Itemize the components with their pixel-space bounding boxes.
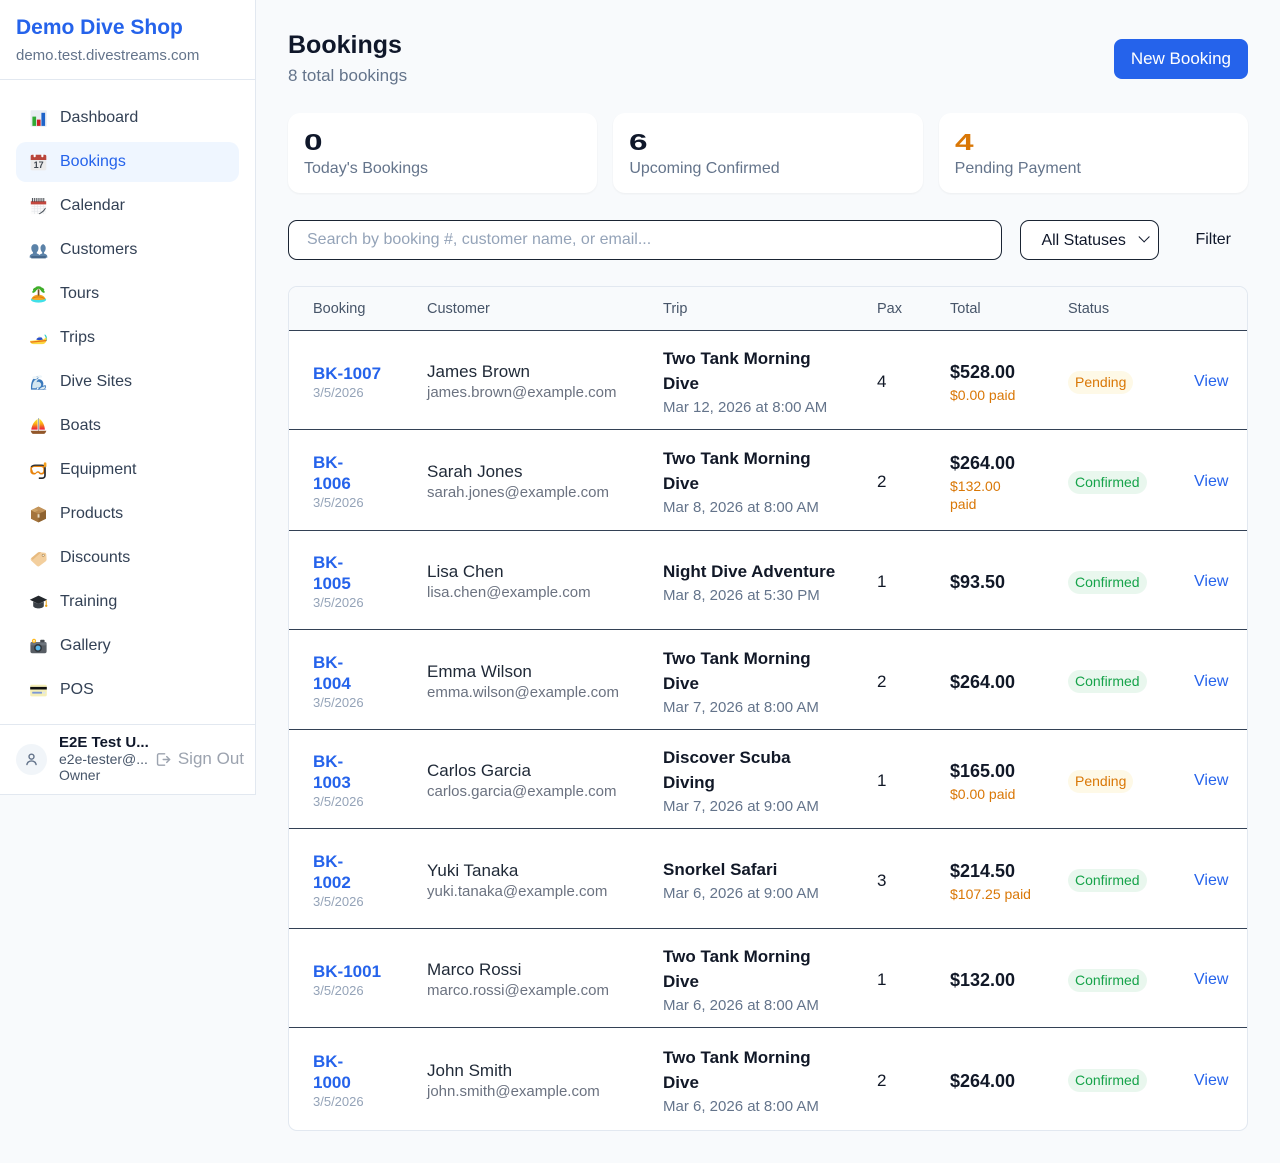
- svg-text:17: 17: [34, 160, 44, 170]
